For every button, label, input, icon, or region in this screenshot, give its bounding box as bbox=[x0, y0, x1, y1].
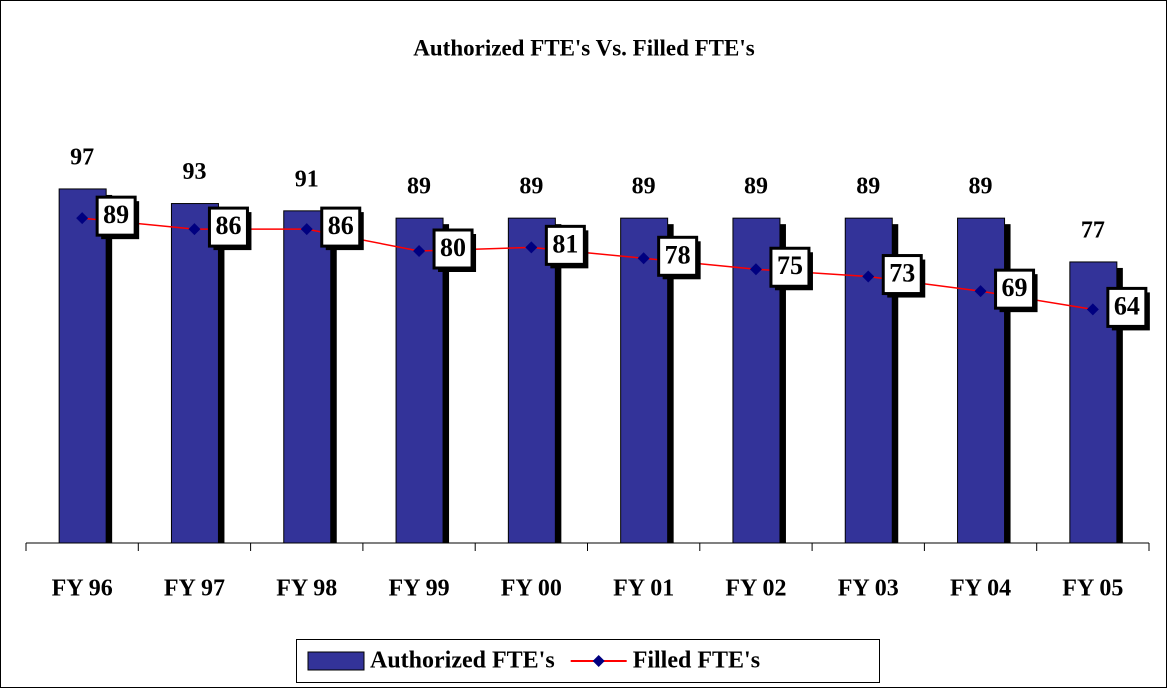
label-box bbox=[769, 246, 811, 288]
x-tick-label: FY 02 bbox=[725, 576, 786, 602]
x-tick-label: FY 00 bbox=[501, 576, 562, 602]
x-tick-label: FY 04 bbox=[950, 576, 1011, 602]
line-value-label: 75 bbox=[777, 251, 803, 280]
chart-title: Authorized FTE's Vs. Filled FTE's bbox=[413, 35, 754, 60]
x-tick-label: FY 96 bbox=[52, 576, 113, 602]
label-box bbox=[881, 254, 923, 296]
x-tick-label: FY 05 bbox=[1062, 576, 1123, 602]
label-box bbox=[1106, 286, 1148, 328]
legend-label: Authorized FTE's bbox=[370, 648, 555, 674]
x-tick-label: FY 97 bbox=[164, 576, 225, 602]
bar bbox=[283, 210, 332, 544]
bar-value-label: 93 bbox=[182, 159, 206, 185]
bar bbox=[58, 188, 107, 544]
bar-value-label: 97 bbox=[70, 144, 94, 170]
label-box bbox=[95, 195, 137, 237]
line-marker bbox=[188, 223, 201, 236]
line-marker bbox=[637, 252, 650, 265]
x-tick-label: FY 01 bbox=[613, 576, 674, 602]
label-box bbox=[544, 224, 586, 266]
label-box bbox=[207, 206, 249, 248]
line-value-label: 78 bbox=[665, 240, 691, 269]
bar bbox=[507, 217, 556, 544]
line-value-label: 69 bbox=[1002, 273, 1028, 302]
bar-value-label: 89 bbox=[407, 174, 431, 200]
label-box bbox=[432, 228, 474, 270]
bar bbox=[395, 217, 444, 544]
line-marker bbox=[300, 223, 313, 236]
bar bbox=[957, 217, 1006, 544]
x-tick-label: FY 98 bbox=[276, 576, 337, 602]
bar-value-label: 89 bbox=[519, 174, 543, 200]
x-tick-label: FY 99 bbox=[388, 576, 449, 602]
label-box bbox=[320, 206, 362, 248]
line-marker bbox=[862, 270, 875, 283]
legend: Authorized FTE's Filled FTE's bbox=[296, 639, 880, 683]
label-box bbox=[657, 235, 699, 277]
line-marker bbox=[525, 241, 538, 254]
bar bbox=[170, 203, 219, 544]
line-marker bbox=[76, 212, 89, 225]
line-value-label: 64 bbox=[1114, 291, 1140, 320]
line-marker bbox=[413, 245, 426, 257]
label-box bbox=[994, 268, 1036, 310]
line-value-label: 89 bbox=[103, 200, 129, 229]
legend-swatch bbox=[307, 651, 365, 671]
line-value-label: 80 bbox=[440, 233, 466, 262]
line-value-label: 73 bbox=[889, 259, 915, 288]
bar-value-label: 91 bbox=[295, 166, 319, 192]
line-marker bbox=[974, 285, 987, 298]
x-tick-label: FY 03 bbox=[838, 576, 899, 602]
line-value-label: 81 bbox=[552, 229, 578, 258]
bar-value-label: 89 bbox=[744, 174, 768, 200]
legend-marker bbox=[592, 655, 605, 667]
bar-value-label: 89 bbox=[969, 174, 993, 200]
bar-value-label: 77 bbox=[1081, 217, 1105, 243]
line-value-label: 86 bbox=[215, 211, 241, 240]
legend-label: Filled FTE's bbox=[633, 648, 760, 674]
bar-value-label: 89 bbox=[632, 174, 656, 200]
line-marker bbox=[1086, 303, 1099, 316]
bar-value-label: 89 bbox=[856, 174, 880, 200]
line-value-label: 86 bbox=[328, 211, 354, 240]
line-marker bbox=[749, 263, 762, 276]
